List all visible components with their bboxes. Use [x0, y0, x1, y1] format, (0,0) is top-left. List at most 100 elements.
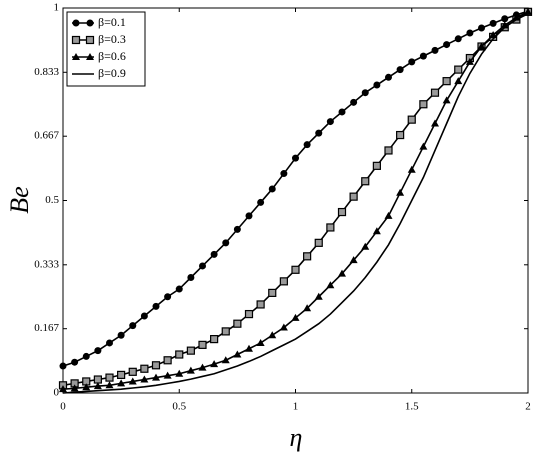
x-axis-label: η [290, 423, 303, 452]
marker [408, 58, 416, 66]
legend-marker [86, 53, 94, 60]
marker [443, 41, 451, 49]
marker [442, 77, 451, 86]
marker [256, 300, 265, 309]
marker [350, 98, 358, 106]
marker [93, 375, 102, 384]
marker [326, 281, 335, 289]
marker [291, 313, 300, 321]
marker [465, 57, 474, 65]
marker [396, 188, 405, 196]
marker [338, 108, 346, 116]
series-line [62, 13, 529, 394]
marker [454, 35, 462, 43]
marker [163, 371, 172, 379]
marker [164, 293, 172, 301]
marker [419, 142, 428, 150]
x-tick-label: 0.5 [172, 401, 186, 413]
marker [349, 192, 358, 201]
marker [257, 198, 265, 206]
marker [245, 212, 253, 220]
marker [279, 277, 288, 286]
legend-text: β=0.9 [98, 66, 126, 80]
marker [337, 207, 347, 217]
marker [117, 331, 125, 339]
marker [315, 129, 323, 137]
legend-marker [86, 19, 94, 27]
marker [361, 177, 370, 186]
marker [140, 375, 149, 383]
y-tick-label: 0 [54, 387, 60, 399]
marker [361, 242, 370, 250]
marker [152, 302, 160, 310]
marker [105, 373, 114, 382]
legend-text: β=0.1 [98, 15, 126, 29]
marker [524, 7, 532, 15]
marker [163, 356, 172, 365]
marker [175, 369, 184, 377]
marker [233, 319, 242, 328]
marker [117, 370, 126, 380]
y-tick-label: 0.833 [34, 66, 59, 78]
marker [303, 304, 312, 312]
marker [59, 362, 67, 370]
marker [256, 338, 265, 346]
marker [233, 350, 242, 358]
marker [454, 65, 463, 74]
marker [431, 46, 439, 54]
marker [384, 211, 393, 219]
marker [303, 141, 311, 149]
marker [186, 346, 195, 355]
marker [128, 367, 137, 376]
marker [71, 358, 79, 366]
marker [244, 309, 254, 319]
marker [384, 146, 393, 155]
marker [268, 288, 277, 297]
marker [82, 352, 90, 360]
marker [407, 165, 416, 173]
marker [106, 339, 113, 347]
x-tick-label: 1.5 [405, 401, 419, 413]
marker [94, 347, 102, 355]
marker [140, 312, 148, 320]
marker [128, 377, 137, 385]
marker [477, 42, 486, 50]
x-tick-label: 1 [293, 401, 299, 413]
marker [221, 327, 230, 336]
y-axis-label: Be [5, 186, 34, 213]
marker [93, 382, 102, 390]
marker [478, 24, 485, 32]
marker [396, 130, 405, 140]
marker [210, 360, 219, 368]
y-tick-label: 0.333 [34, 258, 59, 270]
marker [326, 118, 334, 126]
marker [175, 350, 184, 359]
marker [59, 385, 67, 393]
marker [326, 223, 335, 232]
marker [407, 115, 416, 124]
marker [372, 227, 381, 235]
marker [431, 119, 439, 127]
legend-marker [72, 53, 80, 60]
y-tick-label: 0.667 [34, 130, 59, 142]
marker [198, 363, 207, 371]
marker [361, 89, 369, 97]
marker [233, 225, 241, 233]
marker [396, 66, 404, 74]
marker [222, 239, 230, 247]
marker [82, 383, 91, 391]
marker [210, 250, 218, 258]
marker [70, 384, 79, 392]
y-tick-label: 0.167 [34, 322, 59, 334]
marker [245, 344, 253, 352]
y-tick-label: 1 [54, 2, 60, 14]
x-tick-label: 2 [525, 401, 531, 413]
marker [210, 335, 219, 344]
marker [489, 19, 497, 27]
marker [152, 373, 160, 381]
marker [314, 292, 323, 300]
marker [117, 379, 126, 387]
legend-marker [72, 19, 80, 27]
marker [279, 323, 288, 331]
